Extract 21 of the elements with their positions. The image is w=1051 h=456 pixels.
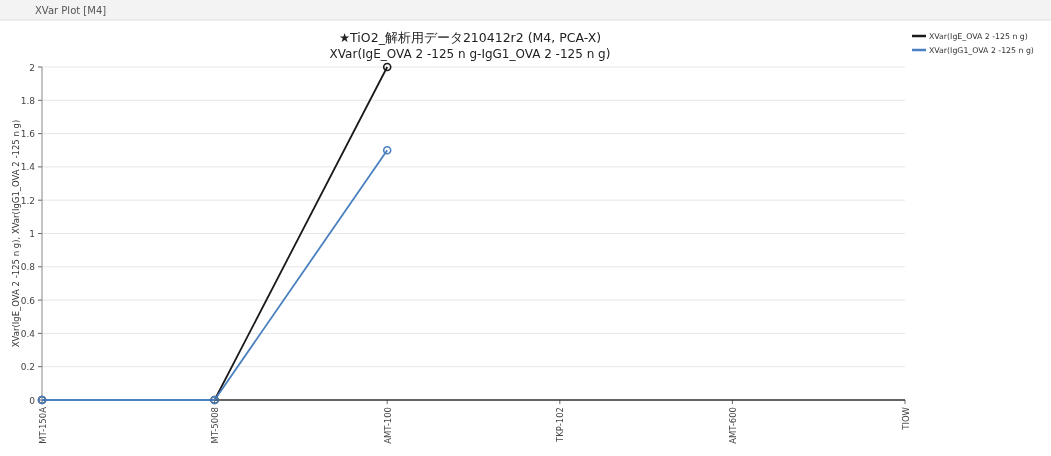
y-tick-label: 1.2 [20,195,35,206]
text: XVar Plot [M4] [35,5,107,16]
x-tick-label: TIOW [900,406,911,431]
y-tick-label: 0.6 [20,295,36,306]
y-tick-label: 2 [29,62,35,73]
y-tick-label: 1.8 [20,95,36,106]
y-tick-label: 1.6 [20,129,36,140]
x-tick-label: MT-150A [37,406,48,444]
x-tick-label: MT-5008 [210,407,221,444]
x-tick-label: TKP-102 [555,407,566,443]
y-tick-label: 1.4 [20,162,36,173]
y-tick-label: 1 [29,229,35,239]
chart-subtitle: XVar(IgE_OVA 2 -125 n g-IgG1_OVA 2 -125 n g) [329,47,611,61]
y-tick-label: 0.4 [20,328,36,339]
x-tick-label: AMT-600 [727,407,738,444]
chart-title: ★TiO2_解析用データ210412r2 (M4, PCA-X) [338,30,602,45]
x-tick-label: AMT-100 [382,407,393,444]
y-axis-title: XVar(IgE_OVA 2 -125 n g), XVar(IgG1_OVA 2 -125 n g) [11,119,21,348]
y-tick-label: 0.2 [20,362,35,373]
y-tick-label: 0.8 [20,262,36,273]
y-tick-label: 0 [29,395,36,406]
